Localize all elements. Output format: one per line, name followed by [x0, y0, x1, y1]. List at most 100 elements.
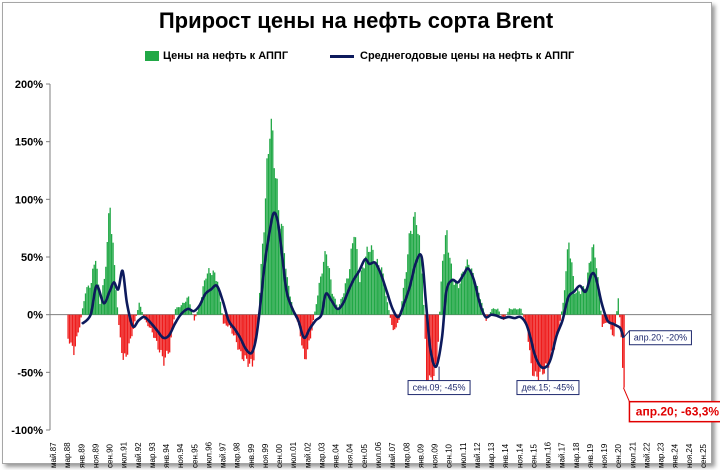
bar — [198, 306, 200, 315]
bar — [546, 314, 548, 365]
bar — [266, 158, 268, 315]
bar — [370, 245, 373, 315]
x-tick-label: ноя.14 — [515, 443, 524, 468]
x-tick-label: сен.20 — [614, 443, 623, 468]
bar — [441, 260, 444, 315]
bar — [540, 314, 542, 367]
bar — [325, 254, 328, 315]
bar — [365, 256, 367, 315]
bar — [337, 309, 339, 315]
chart-frame — [2, 2, 712, 464]
bar — [378, 265, 380, 315]
bar — [569, 258, 572, 315]
bar — [277, 210, 280, 315]
bar — [579, 294, 582, 315]
bar — [121, 314, 123, 354]
bar — [386, 302, 389, 315]
bar — [79, 314, 81, 328]
bar — [437, 314, 439, 342]
bar — [167, 314, 169, 354]
legend-swatch-bars — [145, 51, 159, 61]
bar — [272, 130, 274, 315]
bar — [516, 309, 518, 315]
bar — [179, 307, 181, 315]
bar — [244, 314, 246, 356]
bar — [99, 304, 101, 315]
bar — [511, 309, 513, 315]
bar — [126, 314, 129, 355]
bar — [275, 178, 277, 315]
bar — [550, 314, 553, 351]
bar — [539, 314, 541, 372]
bar — [571, 262, 573, 315]
bar — [592, 244, 595, 315]
annotation-label: апр.20; -63,3% — [636, 405, 720, 419]
bar — [373, 263, 376, 315]
bar — [408, 233, 410, 315]
bar — [396, 314, 399, 323]
bar — [495, 309, 497, 315]
bar — [238, 314, 241, 350]
bar — [116, 307, 119, 315]
bar — [619, 314, 621, 318]
bar — [466, 259, 468, 315]
bar — [436, 314, 438, 367]
annotation-leader — [622, 387, 630, 402]
x-tick-label: июл.16 — [544, 441, 553, 468]
bar — [566, 249, 569, 315]
bar — [108, 213, 110, 315]
bar — [537, 314, 540, 382]
bar — [556, 314, 558, 336]
bar — [492, 308, 495, 315]
bar — [182, 302, 184, 315]
bar — [543, 314, 545, 374]
bar — [407, 254, 409, 315]
bar — [273, 168, 275, 315]
bar — [552, 314, 554, 352]
bar — [187, 296, 190, 315]
bar — [420, 254, 422, 315]
legend: Цены на нефть к АППГ Среднегодовые цены … — [0, 50, 712, 66]
bar — [600, 310, 602, 315]
bar — [105, 266, 107, 315]
annotation-label: дек.15; -45% — [522, 383, 575, 393]
bar — [177, 307, 180, 315]
bar — [125, 314, 127, 357]
series-line — [80, 211, 625, 370]
annotation-label: сен.09; -45% — [413, 383, 466, 393]
bar — [620, 314, 622, 338]
bar — [603, 314, 605, 324]
bar — [518, 308, 521, 315]
bar — [155, 314, 158, 341]
bar — [193, 314, 196, 321]
bar — [614, 314, 617, 324]
bar — [475, 285, 477, 315]
x-tick-label: сен.90 — [106, 443, 115, 468]
bar — [92, 268, 94, 315]
legend-item-line: Среднегодовые цены на нефть к АППГ — [330, 50, 574, 62]
x-tick-label: май.97 — [219, 442, 228, 468]
bar — [106, 242, 108, 315]
bar — [318, 282, 320, 315]
x-tick-label: мар.88 — [63, 442, 72, 468]
x-tick-label: май.12 — [473, 442, 482, 468]
bar — [70, 314, 72, 343]
bar — [185, 301, 187, 315]
bar — [86, 287, 88, 315]
bar — [450, 263, 452, 315]
bar — [453, 284, 455, 315]
bar — [526, 314, 528, 327]
bar — [84, 293, 87, 315]
bar — [222, 314, 225, 324]
bar — [315, 304, 317, 315]
x-tick-label: сен.05 — [360, 443, 369, 468]
bar — [463, 273, 466, 315]
x-tick-label: янв.19 — [586, 443, 595, 468]
bar — [199, 303, 201, 315]
y-tick-label: 150% — [15, 137, 43, 149]
bar — [129, 314, 132, 339]
bar — [375, 264, 377, 315]
y-tick-label: 50% — [21, 252, 43, 264]
bar — [576, 289, 579, 315]
